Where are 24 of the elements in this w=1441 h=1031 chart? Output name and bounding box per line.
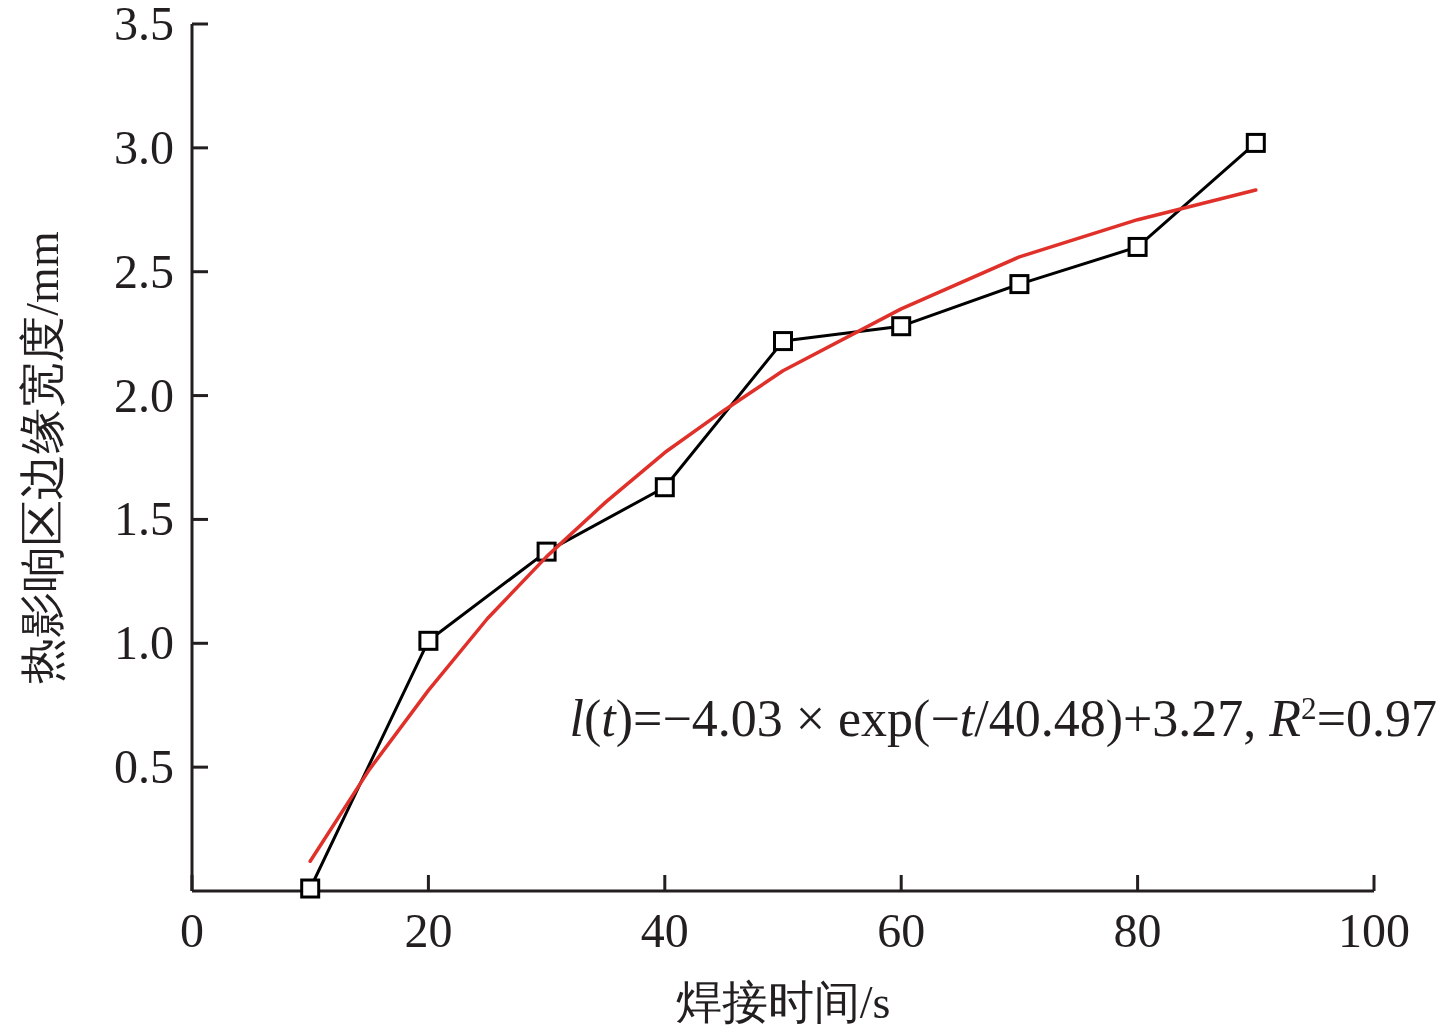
y-tick-label: 2.0	[114, 368, 174, 422]
point	[1009, 274, 1030, 295]
y-tick-label: 3.5	[114, 0, 174, 50]
y-tick-label: 2.5	[114, 244, 174, 298]
text: l(t)=−4.03 × exp(−t/40.48)+3.27, R$^{2}$=0.97	[569, 690, 1437, 747]
point	[891, 316, 912, 337]
point	[654, 477, 675, 498]
y-axis-title: 热影响区边缘宽度/mm	[17, 231, 68, 684]
point	[1127, 236, 1148, 257]
x-tick-label: 40	[640, 904, 689, 957]
x-tick-label: 60	[877, 904, 926, 957]
y-tick-label: 1.0	[114, 616, 174, 670]
point	[1245, 132, 1266, 153]
y-tick-label: 3.0	[114, 120, 174, 174]
x-tick-label: 0	[180, 904, 204, 957]
point	[418, 630, 439, 651]
x-axis-title: 焊接时间/s	[675, 977, 891, 1028]
point	[300, 878, 321, 899]
y-tick-label: 0.5	[114, 740, 174, 794]
y-tick-label: 1.5	[114, 492, 174, 546]
x-tick-label: 80	[1113, 904, 1162, 957]
x-tick-label: 100	[1338, 904, 1410, 957]
point	[773, 331, 793, 352]
x-tick-label: 20	[404, 904, 453, 957]
